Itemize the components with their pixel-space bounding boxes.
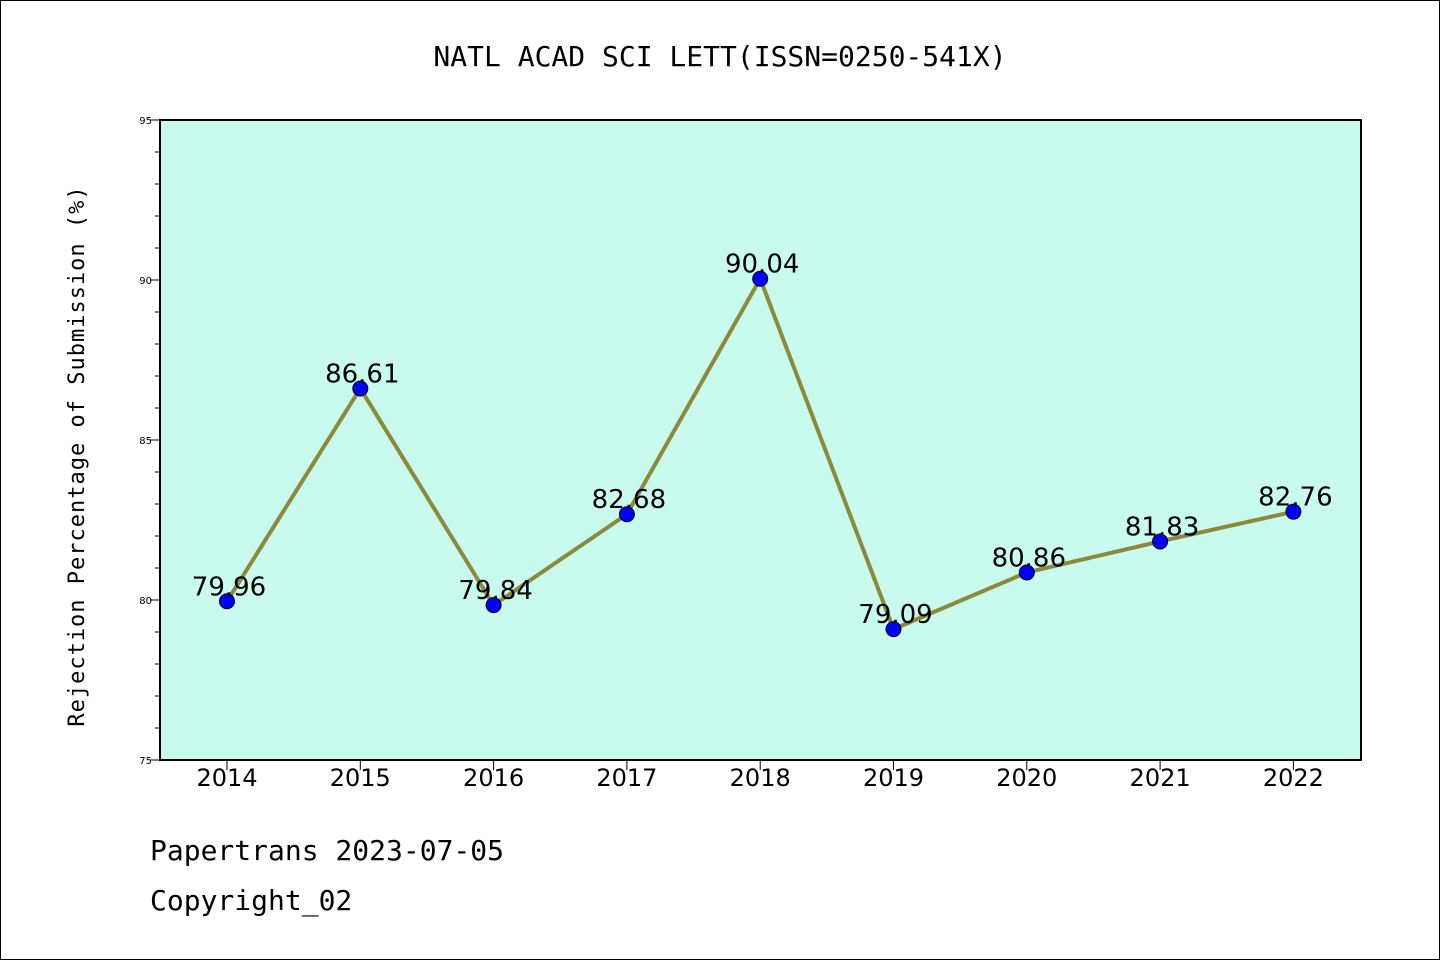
x-tick-label: 2019 xyxy=(863,764,924,792)
x-tick-label: 2020 xyxy=(996,764,1057,792)
data-point xyxy=(485,597,502,614)
data-label: 90.04 xyxy=(725,250,799,280)
x-tick-label: 2018 xyxy=(730,764,791,792)
data-label: 79.96 xyxy=(192,572,266,602)
y-tick-label: 85 xyxy=(139,436,152,447)
y-axis-label: Rejection Percentage of Submission (%) xyxy=(65,185,90,726)
footer-copyright: Copyright_02 xyxy=(150,884,353,917)
data-point xyxy=(1152,533,1169,550)
data-label: 81.83 xyxy=(1125,512,1199,542)
x-tick-label: 2015 xyxy=(330,764,391,792)
x-tick-label: 2021 xyxy=(1130,764,1191,792)
data-point xyxy=(1018,564,1035,581)
y-tick-label: 75 xyxy=(139,756,152,767)
data-point xyxy=(752,270,769,287)
x-tick-label: 2022 xyxy=(1263,764,1324,792)
data-label: 80.86 xyxy=(992,543,1066,573)
x-tick-label: 2014 xyxy=(196,764,257,792)
y-tick-label: 80 xyxy=(139,596,152,607)
data-point xyxy=(885,621,902,638)
y-tick-label: 95 xyxy=(139,116,152,127)
chart-title: NATL ACAD SCI LETT(ISSN=0250-541X) xyxy=(433,40,1006,73)
plot-area xyxy=(160,120,1361,760)
data-label: 79.84 xyxy=(458,576,532,606)
data-points xyxy=(219,270,1302,638)
data-point xyxy=(1285,503,1302,520)
plot-border xyxy=(159,119,1362,761)
data-point xyxy=(618,506,635,523)
data-label: 79.09 xyxy=(858,600,932,630)
footer-source: Papertrans 2023-07-05 xyxy=(150,834,505,867)
data-labels: 79.96 86.61 79.84 82.68 90.04 79.09 80.86 81.83… xyxy=(192,250,1333,630)
x-tick-label: 2016 xyxy=(463,764,524,792)
data-label: 86.61 xyxy=(325,359,399,389)
y-tick-label: 90 xyxy=(139,276,152,287)
axis-ticks: 75 80 85 90 95 2014 2015 2016 2017 2018 2019 2020 20… xyxy=(139,116,1324,792)
data-point xyxy=(352,380,369,397)
data-label: 82.68 xyxy=(592,485,666,515)
x-tick-label: 2017 xyxy=(596,764,657,792)
data-label: 82.76 xyxy=(1258,483,1332,513)
data-point xyxy=(219,593,235,610)
